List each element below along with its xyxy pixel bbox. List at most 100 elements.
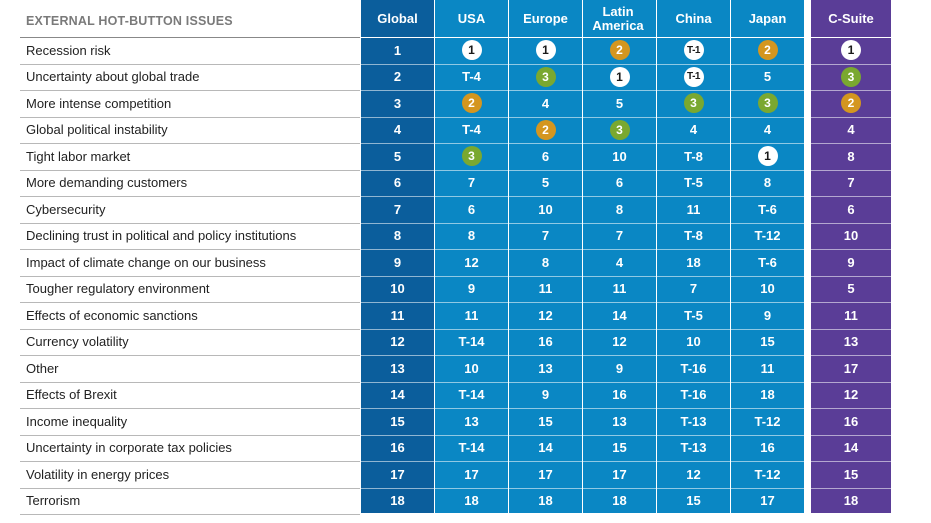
rank-value: 10 [843, 228, 859, 244]
table-cell: 10 [361, 276, 434, 303]
table-cell: 11 [583, 276, 656, 303]
table-cell: 17 [731, 488, 804, 515]
table-cell: T-4 [435, 117, 508, 144]
rank-badge: 1 [609, 66, 630, 87]
rank-value: T-5 [684, 175, 703, 191]
table-cell: 8 [811, 143, 891, 170]
rank-value: T-13 [680, 440, 707, 456]
row-divider [361, 514, 806, 515]
rank-value: T-8 [684, 228, 703, 244]
row-divider [361, 63, 806, 65]
rank-value: 8 [847, 148, 855, 164]
column-divider [730, 0, 731, 513]
rank-value: T-8 [684, 148, 703, 164]
rank-value: 17 [538, 466, 553, 482]
table-cell: 18 [731, 382, 804, 409]
table-cell: T-14 [435, 435, 508, 462]
table-cell: T-12 [731, 461, 804, 488]
table-cell: 3 [361, 90, 434, 117]
table-cell: 1 [583, 64, 656, 91]
row-divider [361, 275, 806, 277]
rank-badge: 1 [461, 40, 482, 61]
column-header: Global [377, 11, 418, 26]
column-divider [656, 0, 657, 513]
table-cell: T-1 [657, 37, 730, 64]
rank-value: 13 [464, 413, 479, 429]
row-divider [20, 328, 360, 330]
column-divider [434, 0, 435, 513]
row-divider [20, 249, 360, 250]
row-label: Declining trust in political and policy … [26, 228, 297, 244]
rank-value: 9 [763, 307, 772, 323]
table-cell: 4 [731, 117, 804, 144]
rank-value: 17 [760, 493, 775, 509]
row-label: More intense competition [26, 95, 172, 111]
rank-value: 12 [538, 307, 553, 323]
rank-value: 8 [541, 254, 550, 270]
rank-value: 5 [393, 148, 402, 164]
row-divider [361, 196, 806, 197]
table-cell: T-1 [657, 64, 730, 91]
table-cell: 5 [509, 170, 582, 197]
table-cell: 8 [509, 249, 582, 276]
rank-value: 10 [538, 201, 553, 217]
rank-value: 13 [390, 360, 405, 376]
row-divider [361, 90, 806, 91]
table-cell: T-5 [657, 302, 730, 329]
table-cell: 15 [509, 408, 582, 435]
rank-value: 4 [763, 122, 772, 138]
table-cell: 16 [811, 408, 891, 435]
rank-value: 10 [686, 334, 701, 350]
row-divider [811, 63, 891, 65]
table-cell: 14 [361, 382, 434, 409]
rank-badge: 1 [757, 146, 778, 167]
rank-value: T-14 [458, 334, 485, 350]
rank-badge: 2 [757, 40, 778, 61]
rank-value: T-12 [754, 466, 781, 482]
rank-value: 13 [843, 334, 859, 350]
rank-value: 17 [464, 466, 479, 482]
row-divider [20, 196, 360, 197]
table-cell: 5 [583, 90, 656, 117]
row-divider [811, 275, 891, 277]
rank-value: 13 [612, 413, 627, 429]
table-cell: T-14 [435, 382, 508, 409]
rank-value: 11 [844, 307, 858, 323]
rank-value: 18 [612, 493, 627, 509]
rank-value: 5 [763, 69, 772, 85]
row-label: Tougher regulatory environment [26, 281, 210, 297]
row-label: Income inequality [26, 413, 128, 429]
row-divider [361, 487, 806, 489]
table-cell: 3 [583, 117, 656, 144]
rank-value: 11 [686, 201, 701, 217]
table-cell: 5 [731, 64, 804, 91]
table-cell: 9 [361, 249, 434, 276]
table-cell: 12 [583, 329, 656, 356]
header-divider [361, 37, 806, 38]
rank-value: 17 [612, 466, 627, 482]
table-cell: 7 [657, 276, 730, 303]
table-cell: 7 [361, 196, 434, 223]
row-label: Global political instability [26, 122, 168, 138]
row-divider [361, 461, 806, 462]
rank-badge: 2 [461, 93, 482, 114]
rank-value: 14 [612, 307, 627, 323]
rank-value: 15 [760, 334, 775, 350]
table-cell: 9 [811, 249, 891, 276]
rank-value: 5 [847, 281, 855, 297]
rank-value: 7 [541, 228, 550, 244]
row-divider [20, 63, 360, 65]
row-label: Impact of climate change on our business [26, 254, 266, 270]
rank-value: T-12 [754, 228, 781, 244]
row-label: Tight labor market [26, 148, 131, 164]
table-cell: 6 [811, 196, 891, 223]
rank-value: 4 [689, 122, 698, 138]
row-divider [20, 222, 360, 224]
rank-value: 16 [843, 413, 859, 429]
table-cell: 7 [811, 170, 891, 197]
table-cell: 3 [731, 90, 804, 117]
table-title: EXTERNAL HOT-BUTTON ISSUES [26, 14, 233, 28]
table-cell: 2 [811, 90, 891, 117]
row-divider [20, 143, 360, 144]
table-cell: 1 [361, 37, 434, 64]
